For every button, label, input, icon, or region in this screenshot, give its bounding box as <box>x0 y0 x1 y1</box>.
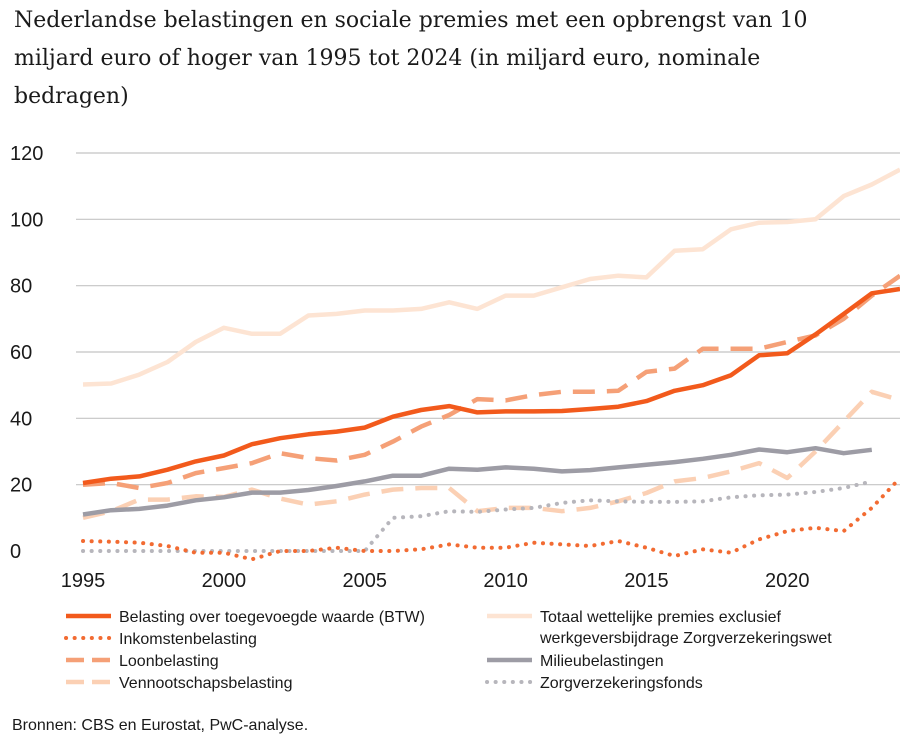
source-note: Bronnen: CBS en Eurostat, PwC-analyse. <box>12 717 309 734</box>
series-line-2 <box>82 273 900 491</box>
legend: Belasting over toegevoegde waarde (BTW) I… <box>64 609 832 692</box>
x-tick-label: 1995 <box>61 570 106 592</box>
y-tick-label: 80 <box>10 276 32 298</box>
series-lines <box>81 167 900 562</box>
legend-label: Belasting over toegevoegde waarde (BTW) <box>119 609 425 626</box>
y-tick-label: 20 <box>10 475 32 497</box>
y-tick-label: 40 <box>10 408 32 430</box>
series-line-6 <box>81 479 874 553</box>
x-tick-label: 2020 <box>765 570 810 592</box>
x-tick-label: 2000 <box>202 570 247 592</box>
x-tick-label: 2010 <box>483 570 528 592</box>
x-axis-ticks: 1995 2000 2005 2010 2015 2020 <box>61 570 810 592</box>
series-line-0 <box>82 286 900 486</box>
legend-label: Vennootschapsbelasting <box>119 675 292 692</box>
y-tick-label: 60 <box>10 342 32 364</box>
legend-label: Inkomstenbelasting <box>119 631 257 648</box>
x-tick-label: 2005 <box>342 570 387 592</box>
legend-label: Loonbelasting <box>119 653 219 670</box>
x-tick-label: 2015 <box>624 570 669 592</box>
series-line-5 <box>82 445 873 517</box>
y-tick-label: 120 <box>10 143 43 165</box>
y-tick-label: 0 <box>10 541 21 563</box>
series-line-4 <box>82 167 900 387</box>
series-line-1 <box>81 476 900 562</box>
chart-title: Nederlandse belastingen en sociale premi… <box>14 8 808 109</box>
legend-label: werkgeversbijdrage Zorgverzekeringswet <box>539 630 832 647</box>
legend-label: Milieubelastingen <box>540 653 664 670</box>
y-axis-ticks: 0 20 40 60 80 100 120 <box>10 143 43 563</box>
legend-label: Totaal wettelijke premies exclusief <box>540 609 782 626</box>
gridlines <box>76 152 900 486</box>
legend-label: Zorgverzekeringsfonds <box>540 675 703 692</box>
y-tick-label: 100 <box>10 209 43 231</box>
